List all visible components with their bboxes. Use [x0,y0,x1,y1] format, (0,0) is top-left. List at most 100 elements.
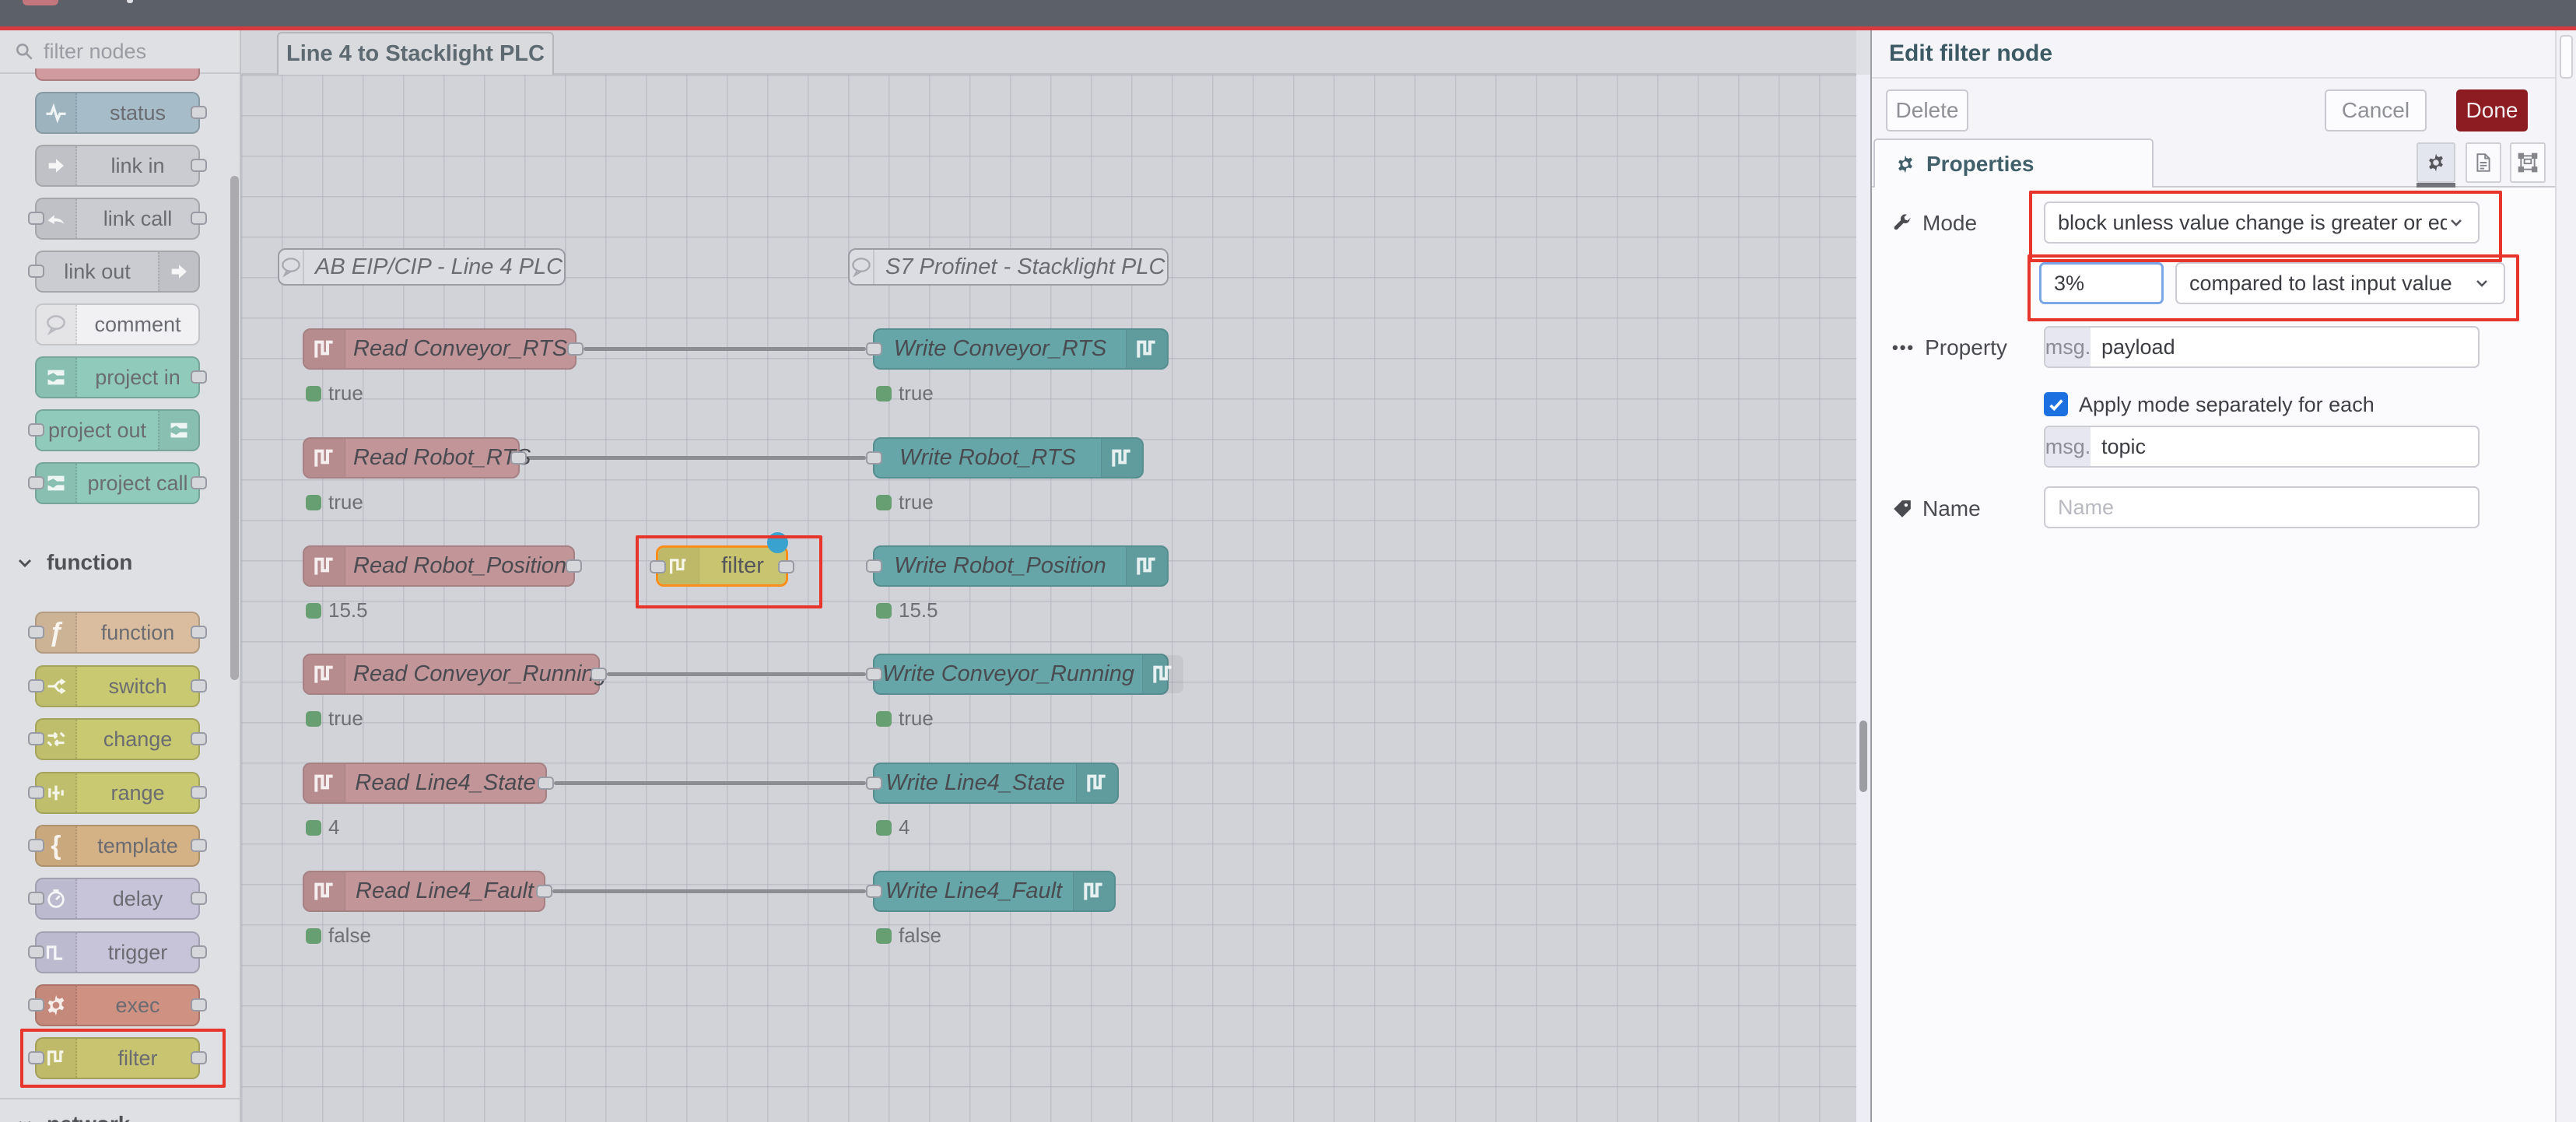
node-read-conveyor-rts[interactable]: Read Conveyor_RTS [303,328,584,370]
link-out-icon [158,252,198,291]
input-port [28,998,44,1012]
property-value[interactable]: payload [2101,335,2175,359]
output-port [191,892,207,905]
node-write-line4-state[interactable]: Write Line4_State [866,763,1119,804]
wire[interactable] [527,456,866,460]
input-port [866,342,882,356]
palette-node-comment[interactable]: comment [35,303,200,345]
cancel-button[interactable]: Cancel [2325,89,2427,131]
comment-node[interactable]: S7 Profinet - Stacklight PLC [848,248,1169,286]
properties-icon-button[interactable] [2417,142,2455,183]
palette-node-switch[interactable]: switch [28,665,207,707]
delete-button[interactable]: Delete [1886,89,1968,131]
palette-node-label: filter [117,1046,158,1070]
output-port [191,626,207,639]
palette-node-function[interactable]: ƒ function [28,612,207,654]
appearance-icon-button[interactable] [2510,142,2546,183]
node-status: true [876,707,934,731]
property-input-group[interactable]: msg. payload [2044,326,2480,368]
node-read-conveyor-running[interactable]: Read Conveyor_Running [303,654,607,695]
tabstrip-border [1872,186,2555,188]
palette-node-link-call[interactable]: link call [28,198,207,240]
input-port [866,559,882,573]
description-icon-button[interactable] [2466,142,2501,183]
section-label: function [47,550,133,574]
comment-node[interactable]: AB EIP/CIP - Line 4 PLC [278,248,566,286]
panel-scrollbar-thumb[interactable] [2560,35,2573,79]
chevron-down-icon [2447,213,2466,232]
palette-node-change[interactable]: change [28,718,207,760]
palette-node-delay[interactable]: delay [28,878,207,920]
done-button[interactable]: Done [2456,89,2528,131]
canvas-scrollbar-thumb[interactable] [1859,721,1867,792]
msg-prefix: msg. [2045,427,2091,466]
apply-mode-checkbox[interactable] [2044,392,2068,416]
annotation-box-canvas-filter [636,535,822,608]
flow-tab[interactable]: Line 4 to Stacklight PLC [277,32,554,75]
mode-select[interactable]: block unless value change is greater or … [2044,202,2480,244]
search-icon [14,41,34,61]
link-in-icon [37,146,77,185]
node-status: true [306,490,363,514]
node-write-conveyor-running[interactable]: Write Conveyor_Running [866,654,1183,695]
palette-node-range[interactable]: range [28,772,207,814]
wire[interactable] [584,347,866,351]
node-read-robot-position[interactable]: Read Robot_Position [303,545,582,587]
palette-node-link-out[interactable]: link out [28,251,200,293]
canvas-scrollbar[interactable] [1856,75,1870,1122]
node-write-conveyor-rts[interactable]: Write Conveyor_RTS [866,328,1169,370]
wire[interactable] [554,781,866,785]
wire[interactable] [552,889,866,893]
mode-label: Mode [1892,211,1977,236]
app-header [0,0,2576,26]
workspace-tabbar: Line 4 to Stacklight PLC [241,30,1856,75]
output-port [191,1051,207,1064]
name-input[interactable] [2044,486,2480,528]
palette-node-project-in[interactable]: project in [35,356,207,398]
plc-wave-icon [1126,547,1167,585]
node-filter-selected[interactable]: filter [650,545,794,587]
palette-node-trigger[interactable]: trigger [28,931,207,973]
palette-node-project-call[interactable]: project call [28,462,207,504]
node-status: true [306,707,363,731]
annotation-box-mode [2029,191,2502,262]
topic-input-group[interactable]: msg. topic [2044,426,2480,468]
palette-section-network-partial[interactable]: network [16,1112,130,1122]
palette-node-project-out[interactable]: project out [28,409,200,451]
palette-node-status[interactable]: status [35,92,207,134]
palette-search[interactable]: filter nodes [0,30,240,74]
palette-scrollbar-thumb[interactable] [230,176,239,680]
node-read-line4-fault[interactable]: Read Line4_Fault [303,871,552,912]
palette-node-link-in[interactable]: link in [35,145,207,187]
palette-section-function[interactable]: function [16,550,132,575]
palette-node-label: range [110,780,165,805]
header-accent-line [0,26,2576,30]
panel-scrollbar-gutter[interactable] [2555,30,2576,1122]
output-port [191,786,207,799]
output-port [191,839,207,852]
node-label: Read Line4_State [355,770,536,795]
status-dot [306,710,321,727]
apply-mode-label[interactable]: Apply mode separately for each [2079,392,2374,417]
node-status: 15.5 [306,598,368,622]
topic-value[interactable]: topic [2101,434,2147,458]
node-label: Write Line4_State [885,770,1065,795]
node-palette: filter nodes status link in link call li… [0,30,241,1122]
wire[interactable] [607,672,866,676]
node-write-robot-rts[interactable]: Write Robot_RTS [866,437,1144,479]
palette-node-template[interactable]: { template [28,825,207,867]
threshold-input[interactable] [2039,262,2164,304]
node-write-line4-fault[interactable]: Write Line4_Fault [866,871,1116,912]
input-port [866,885,882,898]
status-text: true [899,490,934,514]
node-write-robot-position[interactable]: Write Robot_Position [866,545,1169,587]
palette-node-filter[interactable]: filter [28,1037,207,1079]
node-read-robot-rts[interactable]: Read Robot_RTS [303,437,531,479]
compare-select[interactable]: compared to last input value [2175,262,2505,304]
node-read-line4-state[interactable]: Read Line4_State [303,763,554,804]
flow-canvas[interactable]: AB EIP/CIP - Line 4 PLC S7 Profinet - St… [241,75,1856,1122]
plc-wave-icon [304,764,345,802]
tab-properties[interactable]: Properties [1873,138,2154,188]
palette-node-exec[interactable]: exec [28,984,207,1026]
palette-node-label: link in [110,153,165,177]
